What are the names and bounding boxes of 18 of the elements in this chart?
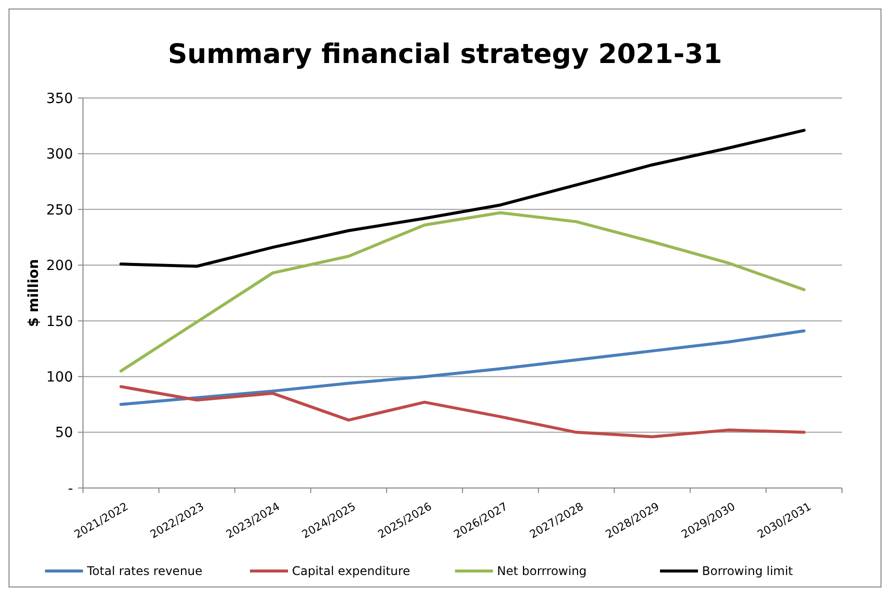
line-series bbox=[119, 329, 806, 406]
y-tick-label: 150 bbox=[46, 314, 73, 330]
y-tick-label: 100 bbox=[46, 369, 73, 386]
y-tick-label: 250 bbox=[46, 202, 73, 218]
y-tick-label: 200 bbox=[46, 258, 73, 274]
legend-label: Total rates revenue bbox=[86, 564, 202, 578]
line-series bbox=[119, 385, 806, 438]
y-tick-label: - bbox=[68, 480, 73, 497]
chart-title: Summary financial strategy 2021-31 bbox=[168, 39, 722, 70]
y-axis-title: $ million bbox=[26, 259, 42, 327]
y-tick-label: 300 bbox=[46, 146, 73, 163]
y-tick-label: 350 bbox=[46, 90, 73, 107]
line-series bbox=[119, 211, 806, 372]
line-series bbox=[119, 128, 806, 268]
y-tick-label: 50 bbox=[55, 425, 73, 442]
legend-label: Capital expenditure bbox=[292, 564, 410, 578]
legend-label: Net borrrowing bbox=[497, 564, 587, 578]
legend-label: Borrowing limit bbox=[702, 564, 794, 578]
